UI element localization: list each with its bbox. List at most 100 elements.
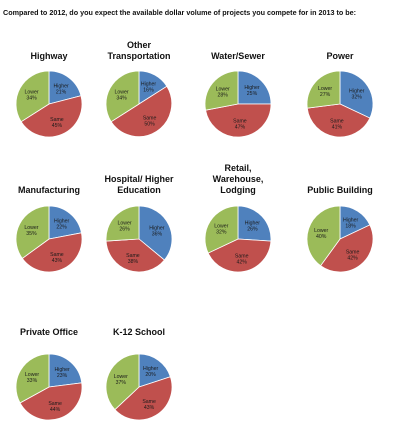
chart-title-line: Power bbox=[326, 51, 354, 61]
slice-value-label: 36% bbox=[152, 232, 163, 238]
slice-category-label: Lower bbox=[318, 86, 332, 92]
pie-slice-same bbox=[114, 376, 173, 421]
pie-slice-lower bbox=[105, 70, 140, 123]
slice-value-label: 25% bbox=[247, 91, 258, 97]
pie-slice-lower bbox=[306, 70, 341, 109]
chart-title: Manufacturing bbox=[0, 185, 99, 196]
slice-value-label: 41% bbox=[332, 125, 343, 131]
slice-category-label: Lower bbox=[214, 223, 228, 229]
slice-category-label: Higher bbox=[149, 226, 165, 232]
pie-slice-same bbox=[105, 238, 165, 273]
pie-chart: Manufacturing bbox=[0, 0, 99, 196]
chart-title-line: Transportation bbox=[107, 51, 171, 61]
slice-value-label: 42% bbox=[347, 255, 358, 261]
chart-title-line: Retail, bbox=[224, 163, 252, 173]
slice-category-label: Same bbox=[233, 119, 247, 125]
pie-slice-higher bbox=[237, 70, 272, 105]
slice-value-label: 34% bbox=[116, 96, 127, 102]
pie-slice-same bbox=[207, 238, 272, 273]
slice-category-label: Same bbox=[126, 253, 140, 259]
pie-slice-lower bbox=[204, 205, 239, 254]
slice-value-label: 43% bbox=[52, 258, 63, 264]
slice-value-label: 40% bbox=[316, 234, 327, 240]
slice-category-label: Higher bbox=[245, 220, 261, 226]
slice-category-label: Higher bbox=[141, 82, 157, 88]
chart-title: K-12 School bbox=[89, 327, 189, 338]
slice-category-label: Lower bbox=[115, 90, 129, 96]
pie-slice-higher bbox=[138, 353, 171, 388]
slice-value-label: 37% bbox=[116, 380, 127, 386]
pie-slice-lower bbox=[105, 353, 140, 411]
chart-title-line: Warehouse, bbox=[212, 174, 264, 184]
slice-category-label: Lower bbox=[25, 90, 39, 96]
slice-category-label: Lower bbox=[114, 374, 128, 380]
slice-category-label: Lower bbox=[118, 220, 132, 226]
slice-value-label: 33% bbox=[27, 378, 38, 384]
chart-title: Retail, Warehouse, Lodging bbox=[188, 163, 288, 196]
pie-slice-higher bbox=[339, 70, 374, 119]
chart-title-line: Lodging bbox=[220, 185, 256, 195]
pie-chart: Hospital/ Higher Education bbox=[89, 0, 189, 196]
slice-category-label: Higher bbox=[244, 85, 260, 91]
pie-slice-same bbox=[21, 232, 83, 273]
slice-value-label: 21% bbox=[56, 89, 67, 95]
slice-category-label: Same bbox=[143, 116, 157, 122]
pie-slice-lower bbox=[15, 205, 50, 259]
chart-title-line: Private Office bbox=[19, 327, 79, 337]
slice-category-label: Same bbox=[48, 401, 62, 407]
slice-value-label: 22% bbox=[56, 225, 67, 231]
slice-value-label: 47% bbox=[235, 125, 246, 131]
slice-value-label: 42% bbox=[237, 259, 248, 265]
pie-slice-same bbox=[205, 103, 272, 138]
pie-slice-same bbox=[320, 224, 374, 273]
slice-value-label: 43% bbox=[144, 405, 155, 411]
slice-category-label: Same bbox=[50, 252, 64, 258]
pie-chart: Retail, Warehouse, Lodging bbox=[188, 0, 288, 196]
pie-slice-higher bbox=[138, 205, 173, 261]
slice-category-label: Higher bbox=[343, 217, 359, 223]
slice-value-label: 27% bbox=[320, 92, 331, 98]
chart-title: Private Office bbox=[0, 327, 99, 338]
pie-slice-lower bbox=[306, 205, 341, 267]
pie-slice-same bbox=[306, 103, 371, 138]
pie-slice-lower bbox=[105, 205, 140, 242]
chart-title-line: K-12 School bbox=[112, 327, 165, 337]
pie-slice-lower bbox=[204, 70, 239, 111]
slice-category-label: Same bbox=[142, 399, 156, 405]
chart-title-line: Education bbox=[117, 185, 161, 195]
slice-value-label: 38% bbox=[128, 259, 139, 265]
slice-value-label: 45% bbox=[52, 123, 63, 129]
slice-category-label: Higher bbox=[143, 366, 159, 372]
chart-title-line: Public Building bbox=[307, 185, 373, 195]
slice-category-label: Higher bbox=[349, 88, 365, 94]
pie-chart: Public Building bbox=[290, 0, 390, 196]
chart-title-line: Hospital/ Higher bbox=[104, 174, 174, 184]
slice-value-label: 50% bbox=[144, 122, 155, 128]
slice-value-label: 23% bbox=[57, 373, 68, 379]
pie-slice-higher bbox=[48, 205, 82, 240]
slice-category-label: Higher bbox=[54, 367, 70, 373]
page-title: Compared to 2012, do you expect the avai… bbox=[3, 8, 357, 17]
slice-value-label: 18% bbox=[345, 223, 356, 229]
pie-slice-higher bbox=[237, 205, 272, 242]
pie-chart: Private Office bbox=[0, 0, 99, 338]
slice-category-label: Same bbox=[235, 253, 249, 259]
pie-slice-lower bbox=[15, 70, 50, 123]
pie-slice-same bbox=[110, 85, 173, 137]
slice-value-label: 16% bbox=[143, 88, 154, 94]
chart-title-line: Other bbox=[126, 40, 151, 50]
slice-value-label: 26% bbox=[247, 226, 258, 232]
slice-category-label: Same bbox=[50, 117, 64, 123]
slice-category-label: Lower bbox=[216, 86, 230, 92]
slice-category-label: Lower bbox=[314, 228, 328, 234]
